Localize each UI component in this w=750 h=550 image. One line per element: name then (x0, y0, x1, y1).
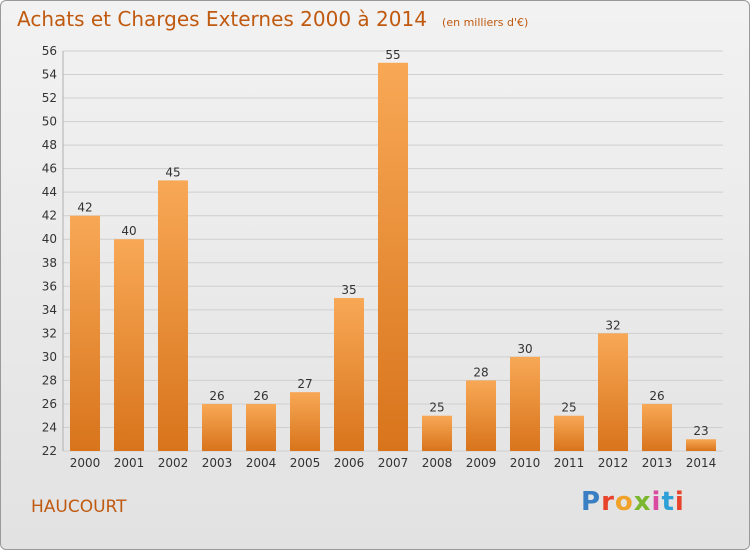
data-label: 27 (297, 377, 312, 391)
data-label: 28 (473, 365, 488, 379)
y-tick-label: 40 (42, 232, 57, 246)
x-tick-label: 2011 (554, 456, 585, 470)
y-tick-label: 52 (42, 91, 57, 105)
x-tick-label: 2007 (378, 456, 409, 470)
x-tick-label: 2002 (158, 456, 189, 470)
data-label: 55 (385, 48, 400, 62)
bar-2006 (334, 298, 364, 451)
y-tick-label: 22 (42, 444, 57, 458)
data-label: 26 (209, 389, 224, 403)
chart-title: Achats et Charges Externes 2000 à 2014 (17, 7, 427, 31)
y-tick-label: 38 (42, 256, 57, 270)
logo-letter: i (651, 487, 662, 517)
x-tick-label: 2005 (290, 456, 321, 470)
bar-2000 (70, 215, 100, 451)
x-tick-label: 2000 (70, 456, 101, 470)
y-tick-label: 48 (42, 138, 57, 152)
y-tick-label: 32 (42, 326, 57, 340)
y-tick-label: 30 (42, 350, 57, 364)
logo-letter: t (661, 487, 675, 517)
bar-2013 (642, 403, 672, 451)
x-tick-label: 2001 (114, 456, 145, 470)
y-tick-labels: 22 24 26 28 30 32 34 36 38 40 42 44 46 48 50 52 54 56 (42, 44, 57, 458)
logo-letter: r (601, 487, 615, 517)
data-label: 40 (121, 224, 136, 238)
data-label: 45 (165, 165, 180, 179)
data-label: 26 (253, 389, 268, 403)
data-label: 32 (605, 318, 620, 332)
x-tick-label: 2010 (510, 456, 541, 470)
bars (70, 62, 716, 452)
y-tick-label: 26 (42, 397, 57, 411)
bar-2003 (202, 403, 232, 451)
data-label: 35 (341, 283, 356, 297)
title-row: Achats et Charges Externes 2000 à 2014 (… (17, 7, 528, 31)
bar-2011 (554, 415, 584, 451)
data-label: 25 (429, 401, 444, 415)
data-label: 26 (649, 389, 664, 403)
x-tick-labels: 2000 2001 2002 2003 2004 2005 2006 2007 2008 2009… (70, 456, 717, 470)
y-tick-label: 34 (42, 303, 57, 317)
x-tick-label: 2008 (422, 456, 453, 470)
bar-2010 (510, 356, 540, 451)
chart-subtitle: (en milliers d'€) (442, 16, 529, 29)
place-name: HAUCOURT (31, 497, 127, 517)
x-tick-label: 2013 (642, 456, 673, 470)
x-tick-label: 2006 (334, 456, 365, 470)
y-tick-label: 56 (42, 44, 57, 58)
x-tick-label: 2014 (686, 456, 717, 470)
data-label: 25 (561, 401, 576, 415)
x-tick-label: 2004 (246, 456, 277, 470)
data-label: 30 (517, 342, 532, 356)
x-tick-label: 2003 (202, 456, 233, 470)
logo-letter: i (674, 487, 685, 517)
y-tick-label: 24 (42, 420, 57, 434)
y-tick-label: 54 (42, 68, 57, 82)
y-tick-label: 36 (42, 279, 57, 293)
data-label: 42 (77, 201, 92, 215)
logo-letter: P (581, 487, 602, 517)
bar-2005 (290, 392, 320, 451)
y-tick-label: 50 (42, 115, 57, 129)
bar-2002 (158, 180, 188, 452)
y-tick-label: 28 (42, 373, 57, 387)
bar-2001 (114, 239, 144, 451)
y-tick-label: 46 (42, 162, 57, 176)
bar-2008 (422, 415, 452, 451)
bar-2009 (466, 380, 496, 451)
bar-2004 (246, 403, 276, 451)
y-tick-label: 44 (42, 185, 57, 199)
x-tick-label: 2009 (466, 456, 497, 470)
y-tick-label: 42 (42, 209, 57, 223)
data-labels: 42 40 45 26 26 27 35 55 25 28 30 25 32 26 23 (77, 48, 708, 438)
bar-2014 (686, 439, 716, 451)
logo-letter: o (614, 487, 634, 517)
x-tick-label: 2012 (598, 456, 629, 470)
bar-2007 (378, 62, 408, 451)
logo-letter: x (633, 487, 652, 517)
data-label: 23 (693, 424, 708, 438)
proxiti-logo: Proxiti (581, 487, 685, 517)
bar-2012 (598, 333, 628, 451)
